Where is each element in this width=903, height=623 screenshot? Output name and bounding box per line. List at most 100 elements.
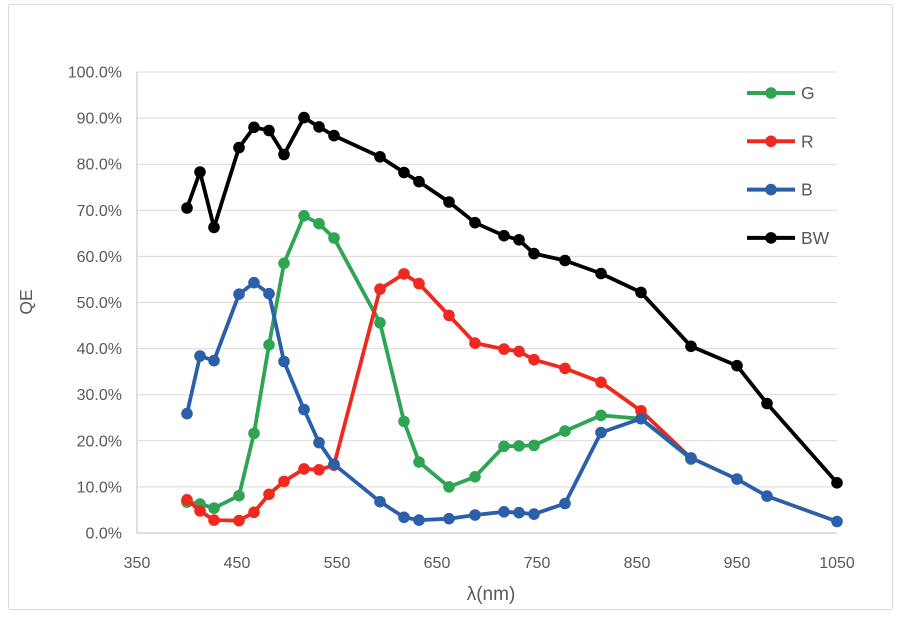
series-G-point [443,481,455,493]
series-B-point [413,514,425,526]
series-BW-point [635,286,647,299]
x-axis-title: λ(nm) [467,584,516,605]
series-BW-point [413,175,425,188]
series-G-point [248,427,260,440]
y-tick-label: 20.0% [77,433,122,450]
series-R-point [263,488,275,501]
series-BW-point [181,202,193,214]
tick-labels: 0.0% 10.0% 20.0% 30.0% 40.0% 50.0% 60.0% 70.0% 8… [68,65,855,573]
series-B-point [374,495,386,508]
y-tick-label: 60.0% [77,249,122,266]
series-R-point [595,376,607,389]
series-BW-point [248,121,260,134]
y-tick-label: 10.0% [77,479,122,496]
legend-item-BW: BW [747,228,830,248]
series-R-point [181,494,193,506]
series-B-point [398,511,410,524]
series-G-point [313,217,325,230]
series-B-point [328,458,340,471]
x-tick-label: 650 [424,555,451,572]
series-B-point [313,436,325,449]
series-BW-point [328,129,340,142]
series-BW-point [374,151,386,163]
series-B-point [731,473,743,485]
legend-label-R: R [801,131,814,151]
series-BW-point [194,166,206,178]
series-G-point [278,257,290,270]
legend-item-B: B [747,180,813,200]
series-B-point [498,506,510,518]
series-B-point [181,407,193,420]
series-G-point [233,489,245,502]
x-tick-label: 750 [524,555,551,572]
series-BW-point [498,229,510,242]
x-tick-label: 1050 [819,555,855,572]
series-BW-point [731,359,743,372]
series-R-point [248,506,260,519]
series-BW-markers [181,111,843,489]
series-BW-point [278,148,290,161]
series-G-line [185,213,693,510]
series-G-point [513,440,525,452]
y-tick-label: 100.0% [68,65,122,82]
series-BW-point [398,166,410,179]
chart-frame [8,4,893,610]
series-G-point [263,339,275,351]
series-R-point [278,475,290,488]
series-R-point [498,343,510,355]
series-B-point [595,426,607,439]
series-B-point [831,515,843,528]
series-lines [181,111,843,528]
x-tick-label: 450 [224,555,251,572]
series-G-point [374,317,386,329]
gridlines [137,71,837,488]
y-tick-label: 80.0% [77,157,122,174]
series-G-point [498,440,510,453]
y-tick-label: 30.0% [77,387,122,404]
series-B-point [194,350,206,362]
series-G-point [328,232,340,244]
series-R-point [374,283,386,295]
series-G-point [595,409,607,422]
axes [136,72,837,534]
series-BW-point [233,141,245,154]
legend-item-R: R [747,131,814,151]
y-tick-label: 40.0% [77,341,122,358]
series-G-point [528,439,540,452]
series-BW-point [831,477,843,489]
y-tick-label: 0.0% [86,526,122,543]
legend-item-G: G [747,83,815,103]
series-B-point [761,490,773,502]
legend-marker-G [765,87,777,99]
y-tick-label: 70.0% [77,203,122,220]
y-tick-label: 50.0% [77,295,122,312]
series-B-markers [181,276,843,528]
x-tick-label: 550 [324,555,351,572]
legend-marker-BW [765,232,777,244]
series-R-point [443,309,455,322]
series-B-point [635,412,647,425]
series-R-point [208,514,220,526]
series-R-point [233,514,245,527]
legend-label-B: B [801,180,813,200]
series-BW-point [685,340,697,353]
legend-label-BW: BW [801,228,830,248]
series-B-point [469,509,481,521]
series-BW-point [263,124,275,137]
series-BW-point [208,221,220,234]
series-BW-point [761,397,773,410]
series-BW-point [513,234,525,246]
y-axis-title: QE [16,289,36,314]
series-G-point [413,456,425,468]
series-G-point [298,210,310,222]
legend-marker-B [765,183,777,196]
series-R-point [313,464,325,476]
series-BW-point [528,247,540,260]
series-BW-point [298,111,310,124]
series-B-point [298,403,310,416]
series-R-point [469,337,481,349]
series-B-point [559,497,571,510]
series-B-point [278,355,290,368]
